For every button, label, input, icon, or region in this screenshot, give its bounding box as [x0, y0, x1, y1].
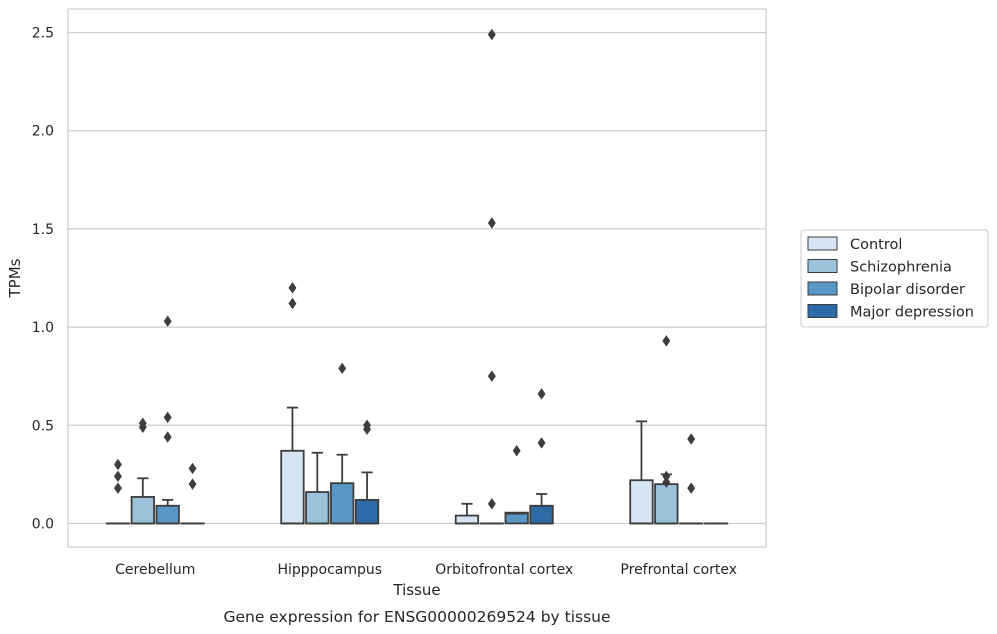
outlier-point	[537, 437, 546, 449]
chart-caption: Gene expression for ENSG00000269524 by t…	[223, 608, 610, 626]
box-control	[280, 406, 305, 525]
legend-frame	[800, 229, 989, 328]
x-tick-label: Cerebellum	[115, 562, 195, 578]
y-tick-label: 0.0	[32, 516, 54, 532]
x-tick-label: Hipppocampus	[277, 562, 382, 578]
plot-frame	[67, 8, 767, 548]
x-tick-label: Orbitofrontal cortex	[435, 562, 573, 578]
outlier-point	[113, 458, 122, 471]
outlier-point	[163, 431, 172, 443]
box-body	[654, 483, 679, 525]
outlier-point	[288, 282, 297, 294]
box-body	[330, 482, 355, 525]
box-body	[629, 479, 654, 525]
box-body	[354, 498, 380, 525]
outliers	[113, 28, 696, 510]
box-body	[130, 496, 155, 525]
outlier-point	[687, 482, 696, 494]
box-schizophrenia	[130, 477, 155, 525]
outlier-point	[338, 362, 347, 375]
outlier-point	[188, 478, 197, 490]
outlier-point	[363, 419, 372, 431]
y-tick-label: 2.5	[32, 26, 54, 42]
box-control	[629, 420, 654, 525]
outlier-point	[662, 476, 671, 488]
box-body	[155, 504, 180, 525]
legend-label: Control	[850, 237, 902, 253]
legend-swatch	[807, 259, 838, 273]
y-axis-label: TPMs	[6, 258, 24, 298]
box-major-depression	[529, 493, 554, 525]
box-body	[454, 514, 480, 525]
y-tick-labels: 0.0 0.5 1.0 1.5 2.0 2.5	[32, 26, 54, 533]
y-tick-label: 1.0	[32, 320, 54, 336]
outlier-point	[163, 411, 172, 424]
outlier-point	[487, 370, 496, 382]
boxes	[105, 406, 729, 525]
outlier-point	[138, 417, 147, 430]
outlier-point	[687, 433, 696, 445]
box-body	[529, 504, 554, 525]
outlier-point	[662, 335, 671, 347]
legend-swatch	[807, 304, 838, 318]
x-tick-labels: Cerebellum Hipppocampus Orbitofrontal cort…	[115, 562, 737, 578]
outlier-point	[113, 482, 122, 494]
outlier-point	[487, 217, 496, 229]
outlier-point	[487, 28, 496, 41]
box-body	[305, 491, 330, 525]
outlier-point	[163, 315, 172, 327]
y-tick-label: 2.0	[32, 124, 54, 140]
outlier-point	[662, 470, 671, 483]
outlier-point	[512, 445, 521, 457]
box-bipolar-disorder	[330, 453, 355, 525]
gridlines	[68, 31, 766, 525]
legend-label: Schizophrenia	[850, 260, 952, 276]
box-bipolar-disorder	[155, 498, 180, 525]
outlier-point	[188, 462, 197, 475]
outlier-point	[113, 470, 122, 483]
legend-swatch	[807, 236, 838, 251]
y-tick-label: 0.5	[32, 418, 54, 434]
box-body	[504, 511, 529, 525]
box-body	[280, 449, 305, 525]
box-major-depression	[354, 471, 380, 525]
x-tick-label: Prefrontal cortex	[620, 562, 737, 578]
x-axis-label: Tissue	[392, 581, 440, 599]
outlier-point	[487, 498, 496, 510]
box-control	[454, 502, 480, 525]
legend-label: Major depression	[850, 305, 974, 321]
legend-label: Bipolar disorder	[850, 282, 965, 298]
outlier-point	[288, 297, 297, 310]
y-tick-label: 1.5	[32, 222, 54, 238]
outlier-point	[537, 388, 546, 400]
box-schizophrenia	[305, 451, 330, 525]
legend-swatch	[807, 281, 838, 296]
legend: Control Schizophrenia Bipolar disorder Majo…	[800, 229, 989, 328]
box-bipolar-disorder	[504, 511, 529, 525]
